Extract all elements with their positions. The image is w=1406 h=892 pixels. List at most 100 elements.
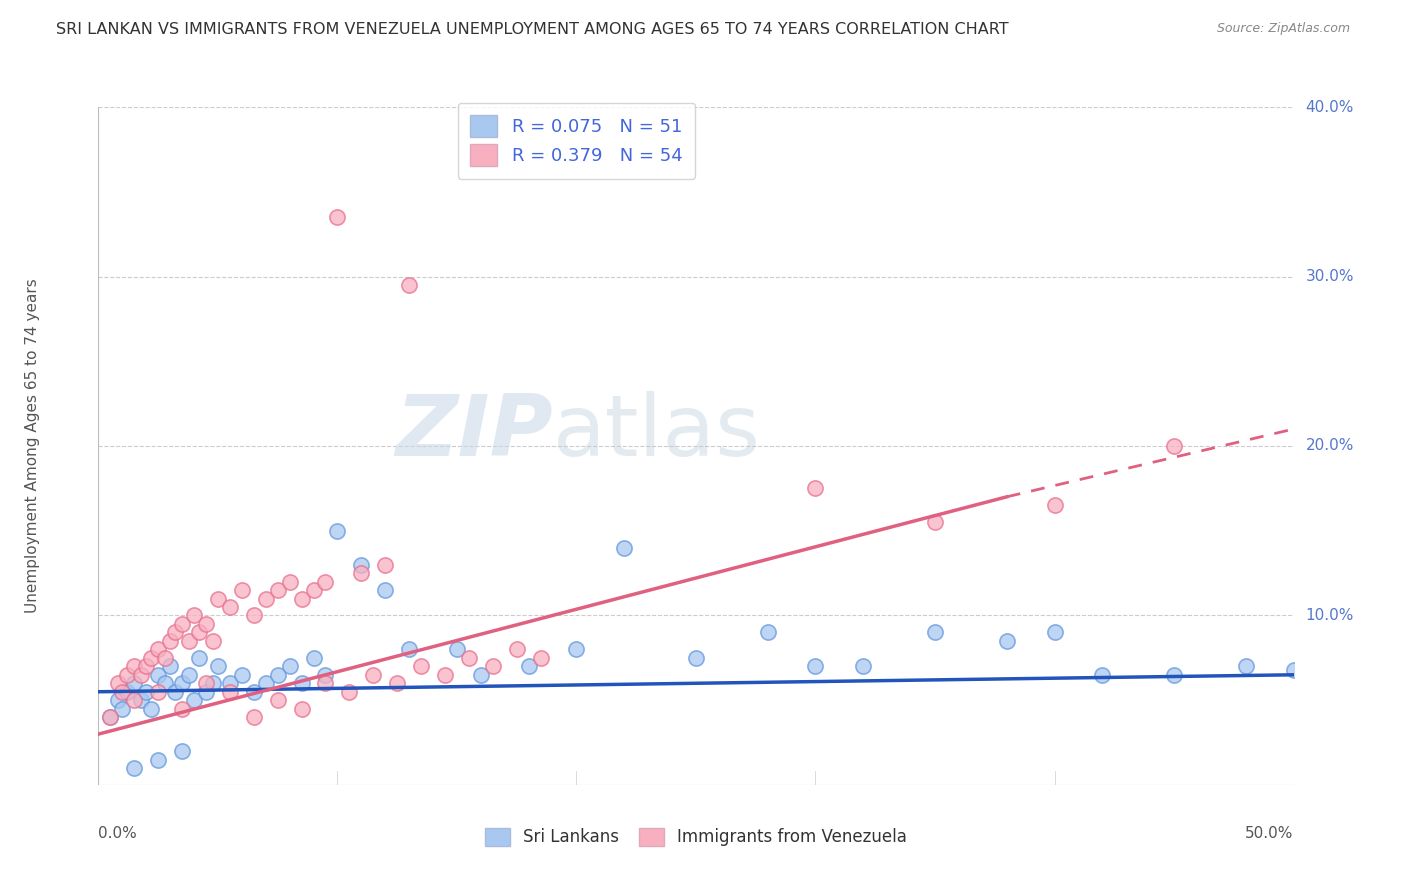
Point <box>852 659 875 673</box>
Point <box>107 676 129 690</box>
Point <box>433 667 456 681</box>
Point <box>254 591 277 606</box>
Point <box>278 659 301 673</box>
Text: 30.0%: 30.0% <box>1305 269 1354 284</box>
Point <box>398 642 420 657</box>
Point <box>1043 498 1066 512</box>
Point <box>124 676 146 690</box>
Point <box>1163 667 1185 681</box>
Point <box>124 761 146 775</box>
Point <box>183 693 205 707</box>
Point <box>187 651 209 665</box>
Text: 0.0%: 0.0% <box>98 826 138 840</box>
Point <box>1163 439 1185 453</box>
Point <box>804 482 827 496</box>
Point <box>470 667 492 681</box>
Point <box>267 667 290 681</box>
Point <box>315 676 337 690</box>
Point <box>219 676 242 690</box>
Text: Source: ZipAtlas.com: Source: ZipAtlas.com <box>1216 22 1350 36</box>
Point <box>243 685 266 699</box>
Point <box>179 667 201 681</box>
Point <box>326 524 349 538</box>
Point <box>98 710 122 724</box>
Point <box>183 608 205 623</box>
Point <box>254 676 277 690</box>
Point <box>179 633 201 648</box>
Point <box>202 633 225 648</box>
Point <box>159 659 181 673</box>
Point <box>163 685 186 699</box>
Point <box>411 659 433 673</box>
Point <box>194 617 217 632</box>
Point <box>995 633 1018 648</box>
Point <box>124 659 146 673</box>
Point <box>1282 663 1305 677</box>
Text: ZIP: ZIP <box>395 391 553 474</box>
Point <box>98 710 122 724</box>
Point <box>267 583 290 598</box>
Text: Unemployment Among Ages 65 to 74 years: Unemployment Among Ages 65 to 74 years <box>25 278 41 614</box>
Point <box>107 693 129 707</box>
Point <box>155 676 177 690</box>
Point <box>517 659 540 673</box>
Text: 50.0%: 50.0% <box>1246 826 1294 840</box>
Point <box>115 685 138 699</box>
Point <box>350 566 373 581</box>
Point <box>756 625 779 640</box>
Point <box>111 685 134 699</box>
Point <box>219 685 242 699</box>
Point <box>148 753 170 767</box>
Point <box>159 633 181 648</box>
Point <box>172 701 194 715</box>
Point <box>458 651 481 665</box>
Point <box>506 642 529 657</box>
Point <box>194 676 217 690</box>
Point <box>111 701 134 715</box>
Point <box>207 659 229 673</box>
Point <box>350 558 373 572</box>
Point <box>124 693 146 707</box>
Point <box>374 583 396 598</box>
Point <box>326 211 349 225</box>
Point <box>924 625 946 640</box>
Point <box>398 278 420 293</box>
Point <box>135 685 157 699</box>
Text: 40.0%: 40.0% <box>1305 100 1354 114</box>
Point <box>187 625 209 640</box>
Point <box>219 599 242 614</box>
Point <box>148 667 170 681</box>
Point <box>202 676 225 690</box>
Text: 20.0%: 20.0% <box>1305 439 1354 453</box>
Point <box>804 659 827 673</box>
Point <box>231 583 253 598</box>
Point <box>565 642 588 657</box>
Point <box>302 651 325 665</box>
Point <box>278 574 301 589</box>
Point <box>385 676 409 690</box>
Point <box>172 676 194 690</box>
Point <box>685 651 707 665</box>
Point <box>148 642 170 657</box>
Point <box>243 710 266 724</box>
Point <box>243 608 266 623</box>
Point <box>529 651 551 665</box>
Point <box>481 659 505 673</box>
Point <box>139 701 162 715</box>
Point <box>115 667 138 681</box>
Point <box>613 541 636 555</box>
Point <box>363 667 385 681</box>
Point <box>924 515 946 529</box>
Point <box>1043 625 1066 640</box>
Point <box>374 558 396 572</box>
Point <box>1234 659 1257 673</box>
Text: 10.0%: 10.0% <box>1305 608 1354 623</box>
Point <box>1091 667 1114 681</box>
Point <box>290 701 312 715</box>
Legend: Sri Lankans, Immigrants from Venezuela: Sri Lankans, Immigrants from Venezuela <box>477 819 915 855</box>
Point <box>290 676 312 690</box>
Point <box>302 583 325 598</box>
Point <box>194 685 217 699</box>
Point <box>135 659 157 673</box>
Point <box>163 625 186 640</box>
